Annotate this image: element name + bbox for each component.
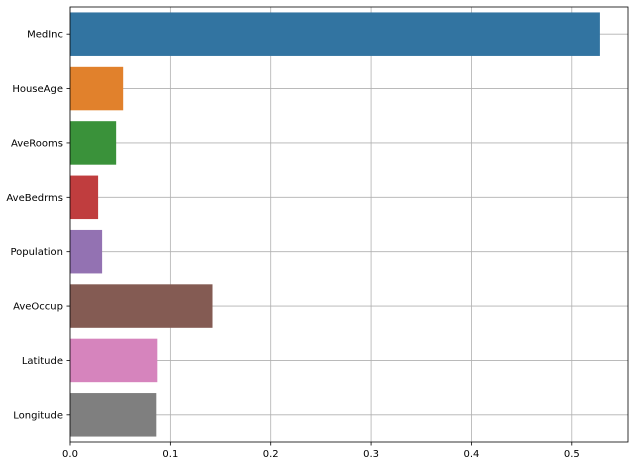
bar-population [70, 229, 103, 274]
bar-longitude [70, 393, 157, 437]
y-tick-label-houseage: HouseAge [12, 84, 63, 95]
bar-aveoccup [70, 284, 213, 328]
plot-frame [69, 6, 629, 443]
bar-avebedrms [70, 175, 99, 220]
y-tick-label-aveoccup: AveOccup [13, 302, 63, 313]
x-axis-tick-labels: 0.0 0.1 0.2 0.3 0.4 0.5 [62, 442, 580, 460]
bar-averooms [70, 121, 117, 165]
y-tick-label-avebedrms: AveBedrms [6, 193, 63, 204]
y-tick-label-population: Population [10, 247, 63, 258]
x-tick-label: 0.0 [62, 449, 78, 460]
y-axis-tick-labels: MedInc HouseAge AveRooms AveBedrms Populatio… [6, 30, 70, 421]
bar-medinc [70, 12, 600, 56]
x-tick-label: 0.2 [263, 449, 279, 460]
y-tick-label-longitude: Longitude [13, 410, 63, 421]
plot-area [70, 7, 628, 442]
x-tick-label: 0.1 [162, 449, 178, 460]
y-tick-label-latitude: Latitude [22, 356, 63, 367]
y-tick-label-medinc: MedInc [27, 30, 63, 41]
y-tick-label-averooms: AveRooms [11, 138, 63, 149]
bars [70, 12, 600, 437]
x-tick-label: 0.4 [463, 449, 479, 460]
x-tick-label: 0.5 [564, 449, 580, 460]
bar-houseage [70, 66, 124, 111]
bar-latitude [70, 338, 158, 383]
axes-spines [69, 6, 629, 443]
x-tick-label: 0.3 [363, 449, 379, 460]
